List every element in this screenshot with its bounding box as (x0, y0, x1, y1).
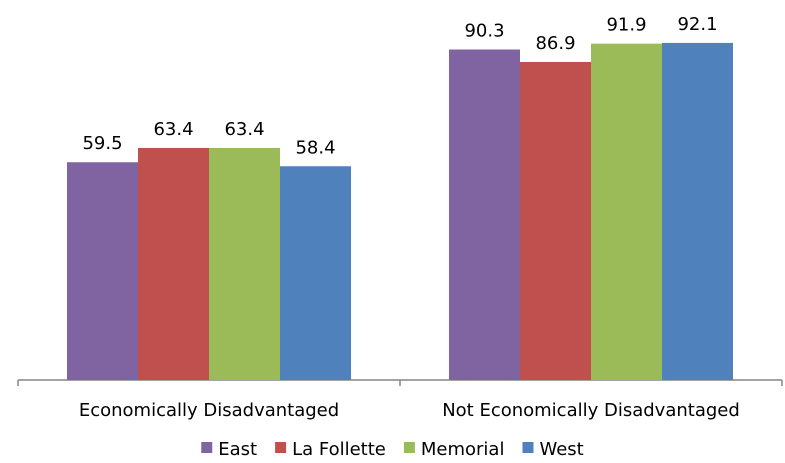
legend-label: East (218, 439, 257, 460)
legend-item-west: West (522, 439, 584, 460)
bars-group (67, 42, 733, 381)
data-label: 63.4 (224, 119, 264, 140)
legend-label: Memorial (421, 439, 505, 460)
data-label: 63.4 (153, 119, 193, 140)
data-label: 92.1 (677, 14, 717, 35)
data-label: 90.3 (464, 21, 504, 42)
x-tick-label: Not Economically Disadvantaged (442, 400, 740, 421)
legend-label: West (539, 439, 583, 460)
bar-memorial-econ-disadvantaged (209, 147, 280, 380)
bar-west-not-econ-disadvantaged (662, 42, 733, 380)
bar-la-follette-econ-disadvantaged (138, 147, 209, 380)
bar-east-not-econ-disadvantaged (449, 49, 520, 380)
legend-item-la-follette: La Follette (275, 439, 386, 460)
data-label: 86.9 (535, 33, 575, 54)
value-labels-group: 59.5 63.4 63.4 58.4 90.3 86.9 91.9 92.1 (82, 14, 717, 158)
legend-item-east: East (201, 439, 257, 460)
x-axis-ticks-group (17, 380, 783, 386)
bar-west-econ-disadvantaged (280, 166, 351, 380)
data-label: 58.4 (295, 137, 335, 158)
legend-swatch (403, 442, 415, 453)
x-tick-label: Economically Disadvantaged (79, 400, 339, 421)
bar-memorial-not-econ-disadvantaged (591, 43, 662, 381)
legend-swatch (522, 442, 534, 453)
legend-label: La Follette (292, 439, 386, 460)
legend-swatch (201, 442, 213, 453)
legend: East La Follette Memorial West (201, 439, 584, 460)
legend-swatch (275, 442, 287, 453)
legend-item-memorial: Memorial (403, 439, 505, 460)
data-label: 91.9 (606, 15, 646, 36)
data-label: 59.5 (82, 133, 122, 154)
bar-east-econ-disadvantaged (67, 162, 138, 380)
category-labels-group: Economically Disadvantaged Not Economical… (79, 400, 740, 421)
bar-la-follette-not-econ-disadvantaged (520, 61, 591, 381)
